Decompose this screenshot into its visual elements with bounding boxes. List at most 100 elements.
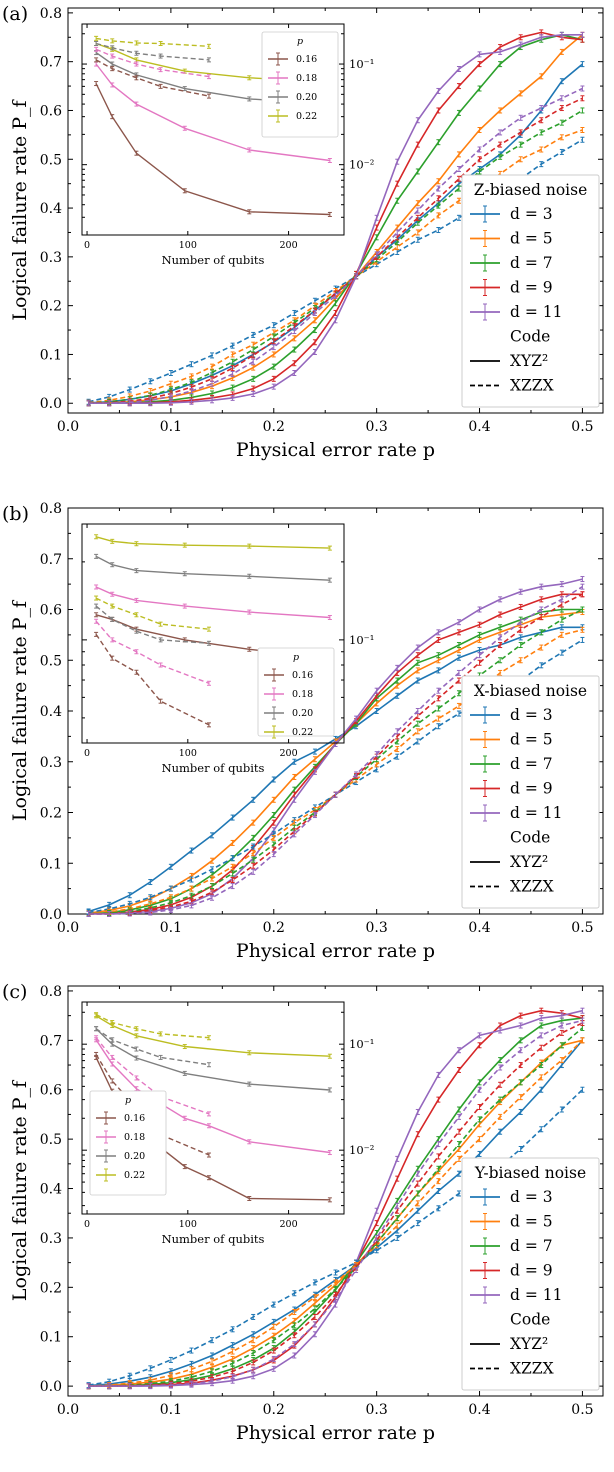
data-point xyxy=(312,1294,317,1301)
inset-legend-errbar xyxy=(276,90,280,104)
data-point xyxy=(415,1108,420,1115)
x-tick-label: 0.3 xyxy=(366,920,388,936)
y-tick-label: 0.5 xyxy=(40,1132,62,1148)
x-tick-label: 0.4 xyxy=(468,1402,490,1418)
inset-data-point xyxy=(247,543,252,549)
data-point xyxy=(498,634,503,641)
data-point xyxy=(374,708,379,714)
inset-legend-errbar xyxy=(104,1111,108,1125)
data-point xyxy=(395,197,400,204)
data-point xyxy=(456,1190,461,1197)
inset-plot: 0 100 200 Number of qubits 10⁻² 10⁻¹ p 0.16 0.18… xyxy=(81,1001,374,1246)
x-tick-label: 0.1 xyxy=(160,920,182,936)
inset-data-point xyxy=(110,61,115,67)
legend-code-entry: XZZX xyxy=(510,878,554,896)
legend-errbar xyxy=(483,1237,487,1255)
data-point xyxy=(436,1178,441,1185)
legend-errbar xyxy=(483,205,487,223)
inset-series-line-p016-xzzx xyxy=(95,634,210,726)
y-tick-label: 0.0 xyxy=(40,907,62,923)
legend-entry: d = 11 xyxy=(510,303,563,321)
legend-entry: d = 3 xyxy=(510,1188,553,1206)
data-point xyxy=(415,738,420,745)
inset-x-tick-label: 200 xyxy=(280,748,298,759)
data-point xyxy=(518,634,523,641)
data-point xyxy=(189,388,194,395)
data-point xyxy=(292,1309,297,1316)
data-point xyxy=(580,626,585,633)
data-point xyxy=(251,1373,256,1380)
data-point xyxy=(580,1017,585,1024)
data-point xyxy=(477,631,482,638)
data-point xyxy=(312,339,317,346)
data-point xyxy=(518,619,523,626)
inset-data-point xyxy=(158,41,163,47)
inset-data-point xyxy=(110,655,115,661)
y-axis-label: Logical failure rate P_f xyxy=(9,1079,31,1301)
y-tick-label: 0.0 xyxy=(40,1379,62,1395)
inset-legend-errbar xyxy=(276,109,280,123)
data-point xyxy=(395,229,400,236)
data-point xyxy=(230,351,235,358)
legend-code-entry: XYZ² xyxy=(510,1335,548,1353)
inset-data-point xyxy=(206,1111,211,1117)
data-point xyxy=(374,251,379,258)
data-point xyxy=(559,48,564,55)
data-point xyxy=(498,611,503,618)
data-point xyxy=(168,393,173,400)
data-point xyxy=(539,73,544,80)
data-point xyxy=(456,642,461,649)
data-point xyxy=(559,148,564,155)
data-point xyxy=(230,876,235,883)
data-point xyxy=(251,819,256,826)
inset-series-line-p022-xyz2 xyxy=(95,536,330,549)
data-point xyxy=(148,894,153,901)
data-point xyxy=(456,151,461,158)
data-point xyxy=(518,1022,523,1029)
data-point xyxy=(230,342,235,349)
y-tick-label: 0.3 xyxy=(40,755,62,771)
inset-data-point xyxy=(182,1115,187,1121)
data-point xyxy=(498,61,503,68)
data-point xyxy=(477,146,482,153)
data-point xyxy=(312,327,317,334)
data-point xyxy=(127,910,132,917)
data-point xyxy=(559,649,564,656)
inset-data-point xyxy=(247,75,252,81)
data-point xyxy=(539,1044,544,1051)
data-point xyxy=(292,773,297,780)
data-point xyxy=(539,662,544,669)
data-point xyxy=(518,129,523,136)
inset-data-point xyxy=(94,631,99,637)
data-point xyxy=(415,728,420,735)
inset-data-point xyxy=(182,603,187,609)
data-point xyxy=(456,1128,461,1135)
legend-entry: d = 9 xyxy=(510,1262,553,1280)
inset-legend-errbar xyxy=(104,1149,108,1163)
data-point xyxy=(271,338,276,345)
inset-x-tick-label: 100 xyxy=(179,1219,197,1230)
data-point xyxy=(210,894,215,901)
y-tick-label: 0.6 xyxy=(40,603,62,619)
x-tick-label: 0.0 xyxy=(57,920,79,936)
data-point xyxy=(559,78,564,85)
data-point xyxy=(436,1141,441,1148)
data-point xyxy=(456,166,461,173)
data-point xyxy=(312,349,317,356)
data-point xyxy=(189,876,194,883)
inset-series-line-p020-xyz2 xyxy=(95,555,330,581)
data-point xyxy=(230,1360,235,1367)
data-point xyxy=(539,161,544,168)
data-point xyxy=(333,1279,338,1286)
data-point xyxy=(415,1207,420,1214)
inset-data-point xyxy=(134,568,139,574)
data-point xyxy=(539,1022,544,1029)
panel-label: (b) xyxy=(2,503,29,525)
x-tick-label: 0.3 xyxy=(366,419,388,435)
x-tick-label: 0.5 xyxy=(571,920,593,936)
inset-legend-entry: 0.22 xyxy=(124,1170,145,1181)
legend-code-title: Code xyxy=(510,829,550,847)
inset-data-point xyxy=(206,43,211,49)
data-point xyxy=(580,31,585,38)
